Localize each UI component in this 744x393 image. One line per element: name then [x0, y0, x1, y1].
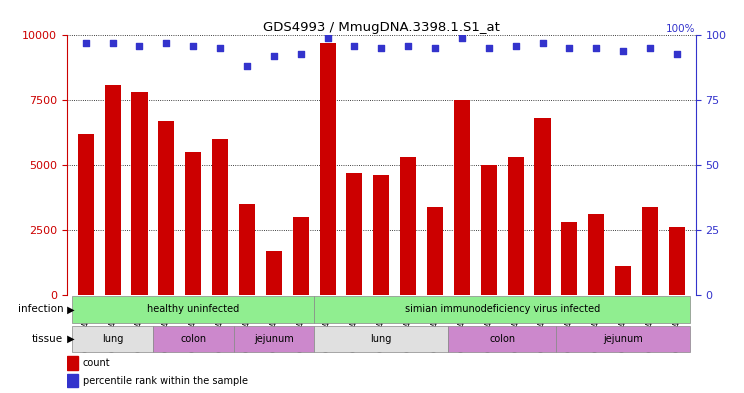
- Point: [429, 45, 441, 51]
- Point: [80, 40, 92, 46]
- Bar: [454, 100, 470, 295]
- Point: [375, 45, 387, 51]
- Point: [644, 45, 656, 51]
- Text: jejunum: jejunum: [603, 334, 643, 344]
- Bar: [481, 165, 497, 295]
- Bar: [347, 173, 362, 295]
- Bar: [449, 326, 556, 352]
- Text: simian immunodeficiency virus infected: simian immunodeficiency virus infected: [405, 305, 600, 314]
- Text: 100%: 100%: [666, 24, 696, 34]
- Bar: [266, 251, 282, 295]
- Bar: [67, 374, 78, 387]
- Bar: [400, 157, 416, 295]
- Bar: [158, 121, 174, 295]
- Point: [563, 45, 575, 51]
- Bar: [373, 175, 389, 295]
- Text: ▶: ▶: [64, 305, 74, 314]
- Point: [536, 40, 548, 46]
- Bar: [642, 207, 658, 295]
- Point: [241, 63, 253, 70]
- Bar: [589, 214, 604, 295]
- Point: [133, 42, 145, 49]
- Bar: [314, 296, 690, 323]
- Text: lung: lung: [102, 334, 124, 344]
- Bar: [239, 204, 255, 295]
- Point: [187, 42, 199, 49]
- Bar: [669, 227, 685, 295]
- Bar: [292, 217, 309, 295]
- Point: [510, 42, 522, 49]
- Bar: [77, 134, 94, 295]
- Bar: [615, 266, 631, 295]
- Bar: [507, 157, 524, 295]
- Bar: [561, 222, 577, 295]
- Text: healthy uninfected: healthy uninfected: [147, 305, 240, 314]
- Point: [321, 35, 333, 41]
- Bar: [72, 296, 314, 323]
- Bar: [427, 207, 443, 295]
- Text: colon: colon: [489, 334, 516, 344]
- Point: [268, 53, 280, 59]
- Text: lung: lung: [371, 334, 392, 344]
- Title: GDS4993 / MmugDNA.3398.1.S1_at: GDS4993 / MmugDNA.3398.1.S1_at: [263, 21, 500, 34]
- Point: [456, 35, 468, 41]
- Text: percentile rank within the sample: percentile rank within the sample: [83, 376, 248, 386]
- Bar: [185, 152, 202, 295]
- Bar: [314, 326, 449, 352]
- Text: ▶: ▶: [64, 334, 74, 344]
- Bar: [105, 84, 121, 295]
- Bar: [72, 326, 153, 352]
- Point: [106, 40, 118, 46]
- Point: [671, 50, 683, 57]
- Text: tissue: tissue: [32, 334, 63, 344]
- Bar: [319, 43, 336, 295]
- Point: [617, 48, 629, 54]
- Bar: [234, 326, 314, 352]
- Bar: [534, 118, 551, 295]
- Text: infection: infection: [18, 305, 63, 314]
- Point: [214, 45, 226, 51]
- Bar: [132, 92, 147, 295]
- Bar: [153, 326, 234, 352]
- Bar: [212, 139, 228, 295]
- Point: [161, 40, 173, 46]
- Text: jejunum: jejunum: [254, 334, 294, 344]
- Text: colon: colon: [180, 334, 206, 344]
- Point: [403, 42, 414, 49]
- Text: count: count: [83, 358, 110, 368]
- Point: [348, 42, 360, 49]
- Point: [295, 50, 307, 57]
- Point: [590, 45, 602, 51]
- Bar: [67, 356, 78, 369]
- Bar: [556, 326, 690, 352]
- Point: [483, 45, 495, 51]
